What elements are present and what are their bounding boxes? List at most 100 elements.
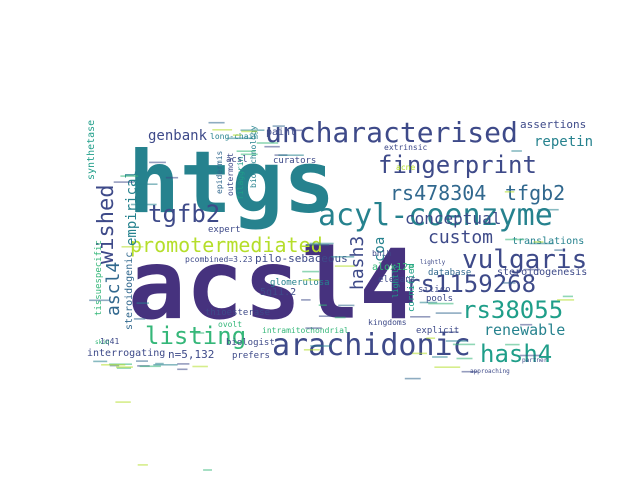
tiny-word-mark xyxy=(318,304,327,306)
tiny-word-mark xyxy=(278,154,304,156)
word-elegans: elegans xyxy=(378,275,416,285)
tiny-word-mark xyxy=(136,360,148,362)
word-pcombined: pcombined=3.23 xyxy=(185,255,253,264)
tiny-word-mark xyxy=(456,357,473,360)
word-epidermis: epidermis xyxy=(215,150,224,194)
tiny-word-mark xyxy=(426,337,436,339)
word-pilo-sebaceous: pilo-sebaceous xyxy=(255,252,348,265)
word-steroidogenic: steroidogenic xyxy=(124,252,135,330)
tiny-word-mark xyxy=(519,354,542,357)
tiny-word-mark xyxy=(93,360,108,363)
word-steroid: thioesterase xyxy=(205,308,270,318)
tiny-word-mark xyxy=(121,246,144,248)
tiny-word-mark xyxy=(208,121,225,124)
word-custom: custom xyxy=(428,227,493,248)
word-hash3: hash3 xyxy=(347,236,368,290)
word-acsl4: acsl4 xyxy=(128,229,417,341)
tiny-word-mark xyxy=(338,304,355,307)
tiny-word-mark xyxy=(428,302,454,305)
word-acsl: acsl xyxy=(226,155,248,165)
word-5q11: 5q11.2 xyxy=(260,287,296,298)
tiny-word-mark xyxy=(533,241,544,243)
tiny-word-mark xyxy=(137,464,148,466)
tiny-word-mark xyxy=(461,370,478,373)
tiny-word-mark xyxy=(434,366,461,368)
word-prefers: prefers xyxy=(232,351,270,361)
word-pools: pools xyxy=(426,294,453,304)
word-renewable: renewable xyxy=(484,321,565,339)
tiny-word-mark xyxy=(133,318,146,320)
tiny-word-mark xyxy=(240,129,265,131)
tiny-word-mark xyxy=(236,150,256,152)
tiny-word-mark xyxy=(452,343,476,346)
word-conceptual: conceptual xyxy=(405,209,501,228)
tiny-word-mark xyxy=(120,175,139,177)
word-silico: silico xyxy=(418,285,451,295)
word-rs1159268: rs1159268 xyxy=(406,270,536,298)
word-skin: skin xyxy=(95,339,110,346)
word-translations: translations xyxy=(512,236,584,247)
small-word-fillers xyxy=(89,121,575,471)
tiny-word-mark xyxy=(227,137,253,140)
tiny-word-mark xyxy=(194,332,205,334)
tiny-word-mark xyxy=(419,301,438,304)
tiny-word-mark xyxy=(139,183,158,185)
tiny-word-mark xyxy=(256,142,279,144)
tiny-word-mark xyxy=(302,270,320,273)
word-tfgb2: tfgb2 xyxy=(505,181,565,205)
tiny-word-mark xyxy=(301,299,311,301)
tiny-word-mark xyxy=(177,363,190,365)
tiny-word-mark xyxy=(264,145,280,148)
word-synthetase: synthetase xyxy=(86,120,97,180)
tiny-word-mark xyxy=(305,327,322,329)
tiny-word-mark xyxy=(502,282,516,284)
word-n5132: n=5,132 xyxy=(168,348,214,361)
tiny-word-mark xyxy=(404,377,421,380)
word-biotechnology: biotechnology xyxy=(249,125,258,188)
tiny-word-mark xyxy=(318,315,331,317)
tiny-word-mark xyxy=(136,302,149,304)
tiny-word-mark xyxy=(537,208,559,211)
tiny-word-mark xyxy=(511,150,522,152)
tiny-word-mark xyxy=(116,366,133,368)
word-long-chain: long-chain xyxy=(210,132,258,141)
tiny-word-mark xyxy=(554,249,563,251)
word-acne: acne xyxy=(396,163,415,172)
word-fingerprint: fingerprint xyxy=(378,151,537,179)
tiny-word-mark xyxy=(153,364,178,366)
word-filaggrin: filaggrin xyxy=(236,156,245,200)
tiny-word-mark xyxy=(334,316,346,319)
tiny-word-mark xyxy=(505,238,525,241)
tiny-word-mark xyxy=(116,367,131,369)
tiny-word-mark xyxy=(240,153,258,156)
tiny-word-mark xyxy=(130,203,157,206)
tiny-word-mark xyxy=(139,365,161,368)
word-uncharacterised: uncharacterised xyxy=(265,116,518,149)
word-rs478304: rs478304 xyxy=(390,181,486,205)
word-genbank: genbank xyxy=(148,128,208,144)
tiny-word-mark xyxy=(412,352,427,355)
tiny-word-mark xyxy=(212,129,233,131)
word-curators: curators xyxy=(273,156,316,166)
tiny-word-mark xyxy=(115,401,131,403)
word-interrogating: interrogating xyxy=(87,348,165,359)
tiny-word-mark xyxy=(432,356,448,358)
tiny-word-mark xyxy=(232,134,242,136)
tiny-word-mark xyxy=(101,364,126,366)
word-htgs: htgs xyxy=(128,133,335,233)
word-lightly: lightly xyxy=(420,259,446,266)
tiny-word-mark xyxy=(505,343,520,346)
tiny-word-mark xyxy=(306,244,330,246)
word-cornified: cornified xyxy=(407,263,417,312)
word-1q41: 1q41 xyxy=(100,337,119,346)
tiny-word-mark xyxy=(529,242,554,245)
tiny-word-mark xyxy=(192,365,208,368)
word-expert: expert xyxy=(208,225,241,235)
word-bhlh: bhlh xyxy=(372,249,391,258)
word-paint: paint xyxy=(266,127,296,138)
word-ascl4: ascl4 xyxy=(103,262,124,316)
word-listing: listing xyxy=(145,322,246,350)
tiny-word-mark xyxy=(272,125,285,127)
word-kingdoms: kingdoms xyxy=(368,318,407,327)
tiny-word-mark xyxy=(524,268,541,271)
